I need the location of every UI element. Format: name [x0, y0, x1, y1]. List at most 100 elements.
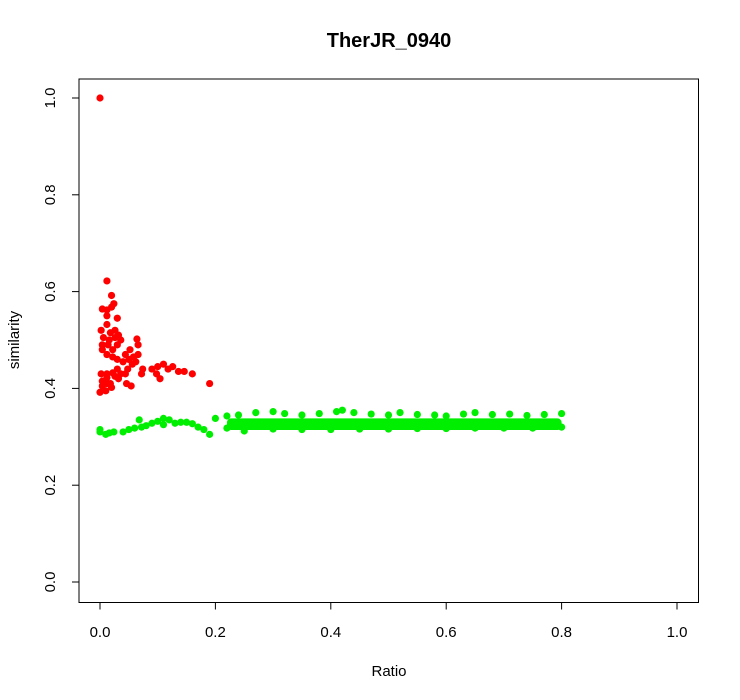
red-data-point: [97, 326, 105, 334]
red-data-point: [169, 363, 177, 371]
red-data-point: [110, 300, 118, 308]
green-data-point: [471, 409, 479, 417]
chart-title: TherJR_0940: [327, 30, 452, 52]
x-tick-label: 0.4: [320, 624, 341, 641]
red-data-point: [103, 374, 111, 382]
green-data-point: [488, 410, 496, 419]
red-data-point: [114, 375, 123, 383]
green-data-point: [529, 424, 537, 432]
green-data-point: [558, 409, 566, 418]
green-data-point: [182, 418, 191, 426]
red-data-point: [134, 350, 142, 359]
red-data-point: [174, 367, 183, 376]
y-tick-label: 0.0: [42, 572, 59, 593]
red-data-point: [113, 355, 121, 363]
y-tick-label: 1.0: [42, 88, 59, 109]
green-data-point: [327, 425, 335, 434]
green-data-point: [131, 424, 139, 432]
green-data-point: [96, 428, 104, 436]
green-band-fill: [226, 418, 562, 431]
green-data-point: [269, 425, 277, 433]
red-data-point: [107, 383, 116, 392]
red-data-point: [206, 379, 214, 388]
red-data-point: [97, 370, 105, 378]
green-data-point: [252, 409, 260, 417]
red-data-point: [132, 358, 140, 366]
green-data-point: [384, 425, 393, 433]
y-tick-label: 0.8: [42, 184, 59, 205]
green-data-point: [298, 411, 306, 419]
green-data-point: [384, 411, 393, 419]
green-data-point: [442, 424, 450, 433]
green-data-point: [125, 425, 133, 434]
red-data-point: [180, 367, 188, 376]
red-data-point: [117, 336, 125, 344]
red-data-point: [113, 314, 121, 322]
red-data-point: [126, 346, 134, 354]
green-data-point: [142, 422, 150, 430]
green-data-point: [223, 412, 231, 420]
red-data-point: [133, 335, 141, 343]
red-data-point: [96, 94, 104, 102]
red-data-point: [134, 341, 142, 349]
green-data-point: [540, 410, 548, 419]
green-data-point: [177, 418, 185, 426]
plot-frame: [78, 78, 699, 603]
green-data-point: [269, 408, 277, 416]
red-data-point: [103, 277, 111, 285]
green-data-point: [154, 417, 162, 425]
green-data-point: [148, 419, 156, 427]
green-data-point: [471, 424, 479, 432]
green-data-point: [506, 410, 514, 418]
red-data-point: [107, 291, 116, 300]
green-data-point: [206, 430, 214, 438]
red-data-point: [159, 360, 168, 368]
red-data-point: [109, 346, 117, 354]
red-data-point: [103, 312, 111, 320]
red-data-point: [103, 350, 111, 359]
green-data-point: [396, 409, 404, 417]
green-data-point: [200, 425, 208, 434]
y-tick-label: 0.6: [42, 281, 59, 302]
red-data-point: [103, 320, 111, 329]
green-data-point: [135, 416, 143, 424]
red-data-point: [154, 363, 162, 371]
red-data-point: [104, 341, 112, 349]
red-data-point: [99, 333, 108, 342]
green-data-point: [298, 425, 306, 434]
green-series-band: [226, 418, 562, 431]
green-data-point: [413, 410, 421, 419]
green-data-point: [119, 428, 127, 436]
green-data-point: [442, 412, 450, 420]
green-data-point: [431, 411, 439, 419]
green-data-point: [523, 411, 531, 420]
green-data-point: [367, 410, 375, 418]
red-data-point: [119, 358, 127, 366]
green-data-point: [356, 425, 364, 433]
red-data-point: [148, 365, 156, 373]
green-data-point: [234, 411, 243, 419]
red-data-point: [96, 388, 104, 396]
green-data-point: [110, 428, 118, 436]
green-data-point: [188, 420, 196, 428]
x-tick-label: 0.2: [205, 624, 226, 641]
red-data-point: [156, 375, 164, 383]
x-tick-label: 0.8: [551, 624, 572, 641]
green-data-point: [500, 424, 508, 432]
green-data-point: [413, 424, 421, 433]
green-data-point: [459, 410, 468, 418]
green-data-point: [223, 424, 231, 432]
red-data-point: [98, 346, 106, 354]
y-axis: 0.0 0.2 0.4 0.6 0.8 1.0: [42, 88, 80, 593]
data-points: [96, 94, 566, 438]
x-axis: 0.0 0.2 0.4 0.6 0.8 1.0: [90, 602, 687, 641]
x-tick-label: 0.6: [436, 624, 457, 641]
red-data-point: [102, 387, 110, 395]
red-data-point: [121, 370, 129, 378]
y-tick-label: 0.4: [42, 378, 59, 399]
red-data-point: [127, 382, 135, 390]
x-axis-label: Ratio: [371, 663, 406, 680]
green-data-point: [240, 427, 248, 435]
